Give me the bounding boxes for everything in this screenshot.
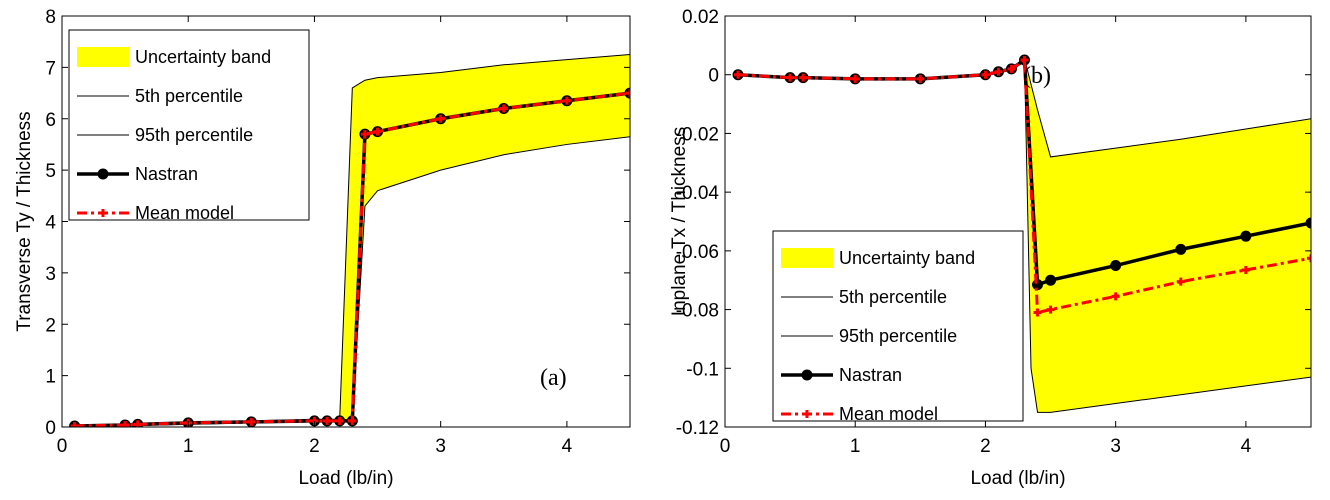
mean-model-point-a-2 [133,420,142,427]
mean-model-point-b-14 [1307,254,1311,263]
mean-model-point-a-6 [323,416,332,425]
mean-model-point-a-12 [499,104,508,113]
y-tick-label-a-8: 8 [45,7,56,28]
mean-model-point-b-4 [916,74,925,83]
mean-model-point-b-9 [1033,308,1042,317]
plot-content-b [732,54,1311,413]
mean-model-point-b-8 [1020,56,1029,65]
x-tick-label-b-4: 4 [1241,436,1252,457]
legend-label-p5-a: 5th percentile [135,86,243,106]
y-axis-label-a: Transverse Ty / Thickness [14,111,35,331]
x-tick-label-b-3: 3 [1110,436,1121,457]
legend-label-nastran-a: Nastran [135,164,198,184]
chart-panel-b: 0 1 2 3 4 -0.12 -0.1 -0.08 -0.06 -0.04 -0.02 0 0.02 L… [665,0,1330,500]
y-tick-label-a-2: 2 [45,315,56,336]
mean-model-point-a-14 [626,89,630,98]
legend-marker-nastran-b [801,369,813,381]
x-tick-label-a-2: 2 [309,436,320,457]
legend-box-b [772,230,1024,422]
mean-model-point-b-7 [1007,64,1016,73]
x-tick-label-a-1: 1 [183,436,194,457]
y-tick-label-b-3: -0.06 [676,242,719,263]
uncertainty-band-a [74,54,630,427]
legend-label-p95-a: 95th percentile [135,125,253,145]
panel-tag-a: (a) [540,365,567,391]
y-tick-label-a-4: 4 [45,213,56,234]
x-tick-label-b-0: 0 [720,436,731,457]
x-tick-label-b-1: 1 [850,436,861,457]
legend-label-mean-a: Mean model [135,203,234,223]
mean-model-point-a-1 [121,420,130,427]
nastran-point-b-14 [1305,217,1311,229]
mean-model-point-b-6 [994,67,1003,76]
y-tick-label-a-7: 7 [45,58,56,79]
axes-frame-b [724,15,1312,428]
x-tick-label-a-0: 0 [57,436,68,457]
mean-model-point-b-2 [799,73,808,82]
mean-model-point-a-4 [247,417,256,426]
x-axis-label-a: Load (lb/in) [298,468,393,489]
y-tick-label-b-5: -0.02 [676,124,719,145]
uncertainty-band-b [738,58,1311,413]
mean-model-point-a-7 [335,416,344,425]
mean-model-point-a-0 [70,421,79,427]
mean-model-point-a-11 [436,114,445,123]
mean-model-point-b-3 [851,74,860,83]
y-tick-label-b-4: -0.04 [676,183,720,204]
legend-swatch-band-b [781,248,833,268]
x-tick-label-a-3: 3 [435,436,446,457]
mean-model-point-a-9 [360,130,369,139]
mean-model-point-b-10 [1046,305,1055,314]
mean-model-point-a-13 [562,96,571,105]
y-axis-label-b: Inplane Tx / Thickness [669,127,690,316]
mean-model-point-b-12 [1176,277,1185,286]
y-tick-label-b-7: 0.02 [682,7,719,28]
panel-tag-b: (b) [1023,63,1051,89]
y-tick-label-b-1: -0.1 [686,359,719,380]
legend-label-p95-b: 95th percentile [839,326,957,346]
y-tick-label-b-2: -0.08 [676,301,719,322]
legend-label-band-a: Uncertainty band [135,47,271,67]
nastran-point-b-11 [1110,260,1122,272]
mean-model-line-a [74,91,630,427]
y-tick-label-a-0: 0 [45,418,56,439]
x-tick-label-b-2: 2 [980,436,991,457]
chart-b-svg: 0 1 2 3 4 -0.12 -0.1 -0.08 -0.06 -0.04 -0.02 0 0.02 L… [669,7,1312,489]
legend-label-band-b: Uncertainty band [839,248,975,268]
mean-model-point-b-13 [1241,265,1250,274]
mean-model-point-a-10 [373,127,382,136]
legend-marker-mean-a [99,209,107,217]
mean-model-point-b-0 [734,70,743,79]
x-tick-label-a-4: 4 [562,436,573,457]
legend-label-nastran-b: Nastran [839,365,902,385]
mean-model-point-b-11 [1111,292,1120,301]
mean-model-point-b-5 [981,70,990,79]
legend-label-p5-b: 5th percentile [839,287,947,307]
y-tick-label-b-6: 0 [708,66,719,87]
y-tick-label-a-6: 6 [45,110,56,131]
nastran-point-b-13 [1240,230,1252,242]
nastran-point-b-12 [1175,243,1187,255]
legend-swatch-band-a [77,47,129,67]
y-tick-label-b-0: -0.12 [676,418,719,439]
plot-content-a [69,54,630,427]
y-tick-label-a-5: 5 [45,161,56,182]
mean-model-point-a-8 [348,416,357,425]
y-tick-label-a-3: 3 [45,264,56,285]
chart-panel-a: 0 1 2 3 4 0 1 2 3 4 5 6 7 8 Load (lb/in) Transverse Ty … [14,7,631,489]
legend-label-mean-b: Mean model [839,404,938,424]
legend-marker-nastran-a [97,168,109,180]
chart-a-svg: 0 1 2 3 4 0 1 2 3 4 5 6 7 8 Load (lb/in) Transverse Ty … [14,7,631,489]
y-tick-label-a-1: 1 [45,367,56,388]
nastran-point-b-10 [1045,274,1057,286]
mean-model-point-b-1 [786,73,795,82]
x-axis-label-b: Load (lb/in) [970,468,1065,489]
legend-marker-mean-b [803,410,811,418]
